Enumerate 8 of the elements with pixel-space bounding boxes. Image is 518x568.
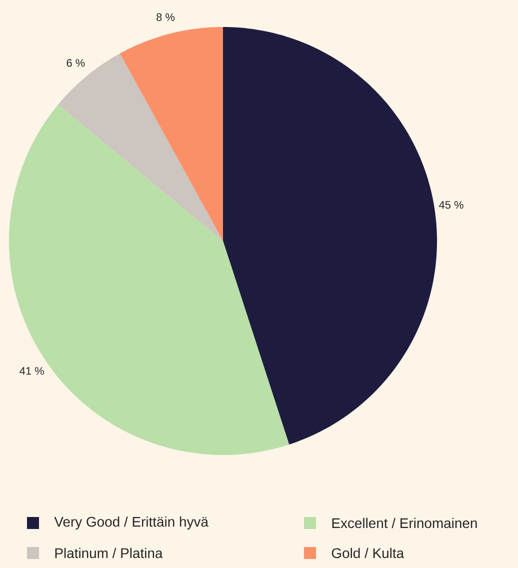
- legend-label: Very Good / Erittäin hyvä: [54, 516, 208, 530]
- legend-label: Gold / Kulta: [332, 548, 404, 558]
- data-label: 41 %: [20, 367, 44, 375]
- legend-label: Platinum / Platina: [55, 548, 163, 558]
- data-label: 45 %: [439, 201, 464, 209]
- legend-label: Excellent / Erinomainen: [332, 518, 477, 528]
- data-label: 8 %: [156, 13, 175, 22]
- data-label: 6 %: [66, 59, 85, 67]
